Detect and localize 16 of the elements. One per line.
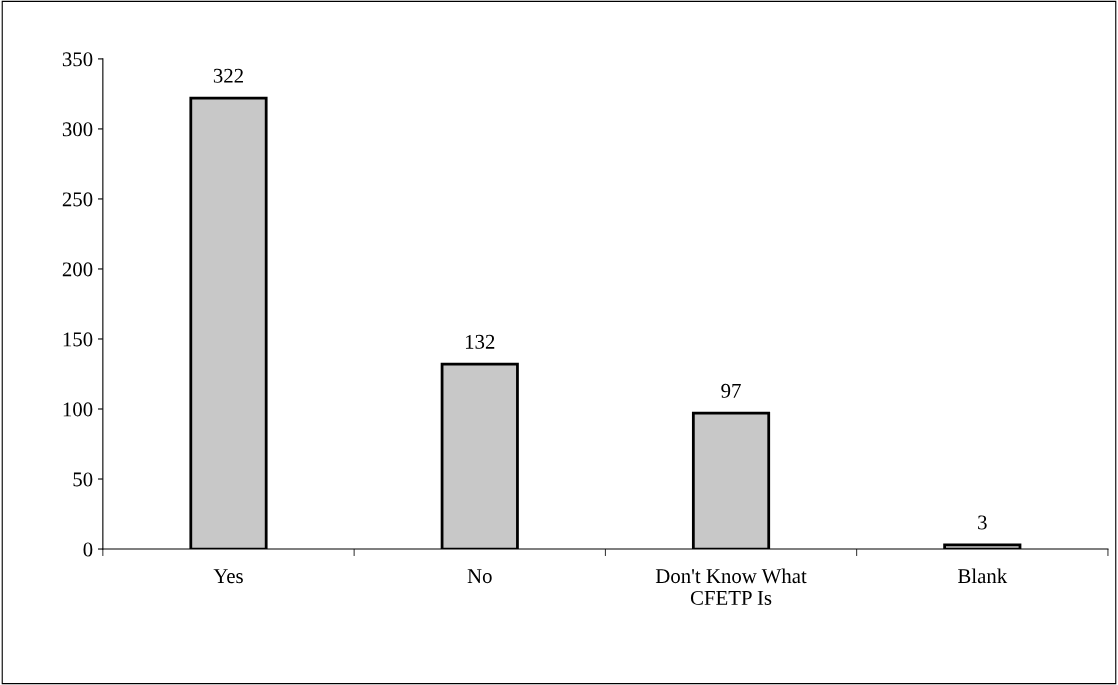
y-tick-label: 150 <box>63 332 93 347</box>
y-tick-label: 100 <box>63 402 93 417</box>
data-label: 132 <box>465 334 495 349</box>
data-label: 3 <box>978 515 987 530</box>
y-tick-label: 300 <box>62 122 93 137</box>
data-label: 97 <box>721 383 741 398</box>
y-tick-label: 350 <box>62 52 93 67</box>
y-tick-label: 0 <box>83 542 93 557</box>
x-tick-label: No <box>467 569 492 584</box>
x-tick-label: Blank <box>958 568 1008 584</box>
x-tick-label: Don't Know What CFETP Is <box>655 568 807 605</box>
y-tick-label: 50 <box>73 472 93 487</box>
data-label: 322 <box>213 68 243 83</box>
y-tick-label: 250 <box>62 192 93 207</box>
x-tick-label: Yes <box>213 569 243 584</box>
y-tick-label: 200 <box>62 262 93 277</box>
